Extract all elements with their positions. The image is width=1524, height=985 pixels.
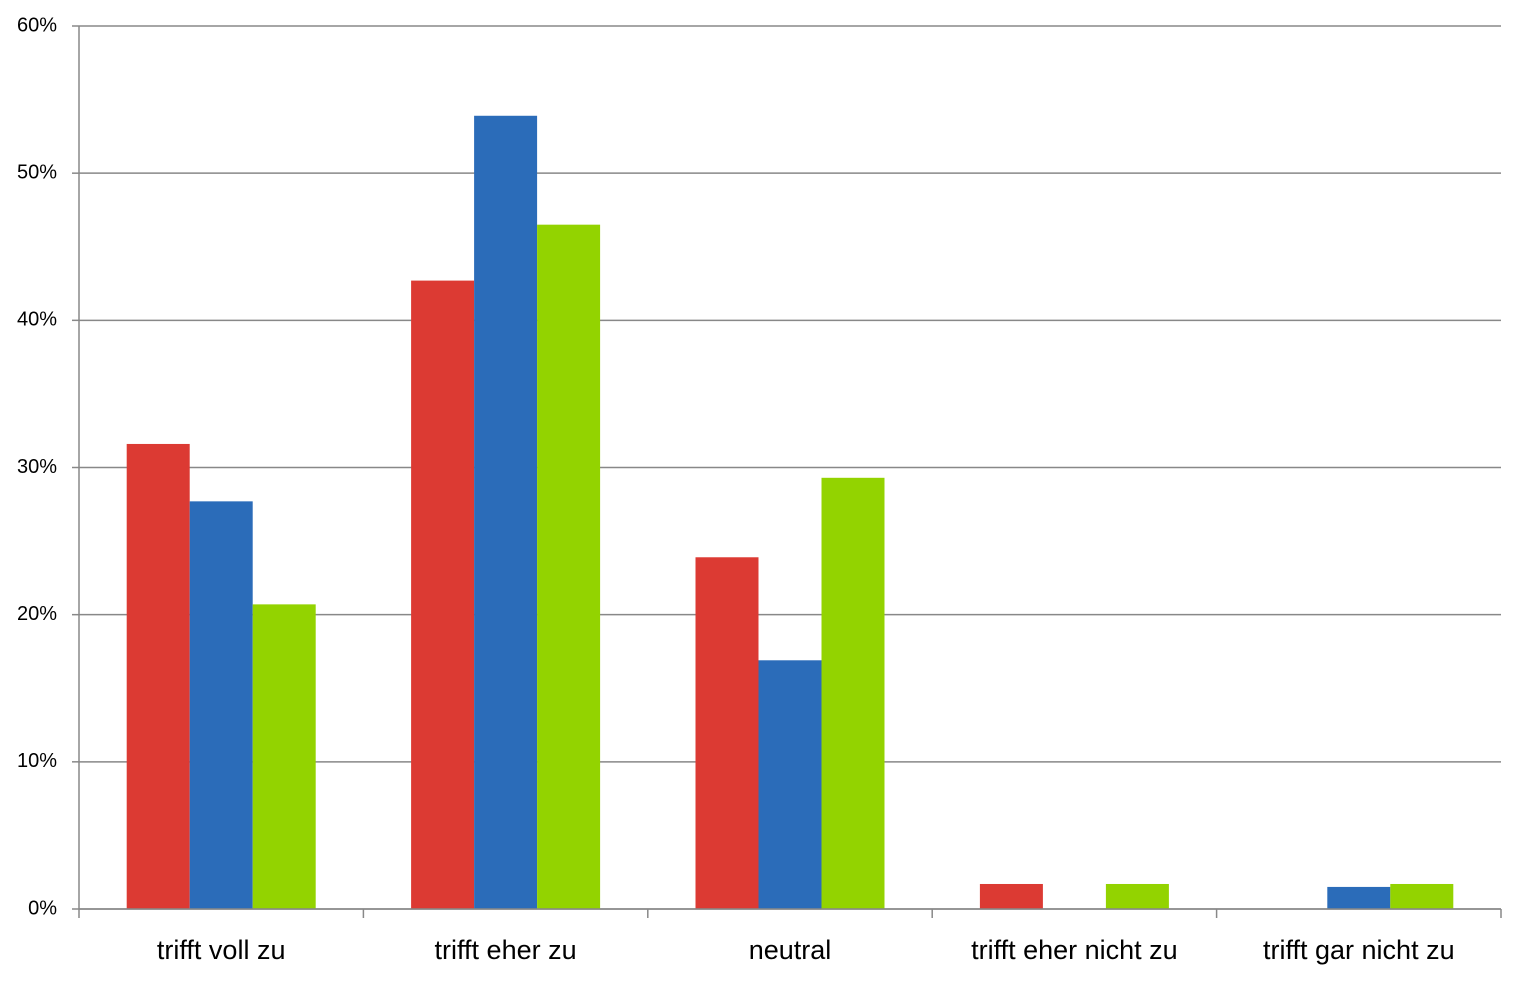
bar: [1327, 886, 1391, 909]
y-tick-label: 20%: [17, 603, 57, 625]
y-tick-label: 40%: [17, 309, 57, 331]
bar: [695, 557, 759, 909]
bar: [821, 477, 885, 909]
x-tick-label: neutral: [749, 935, 832, 965]
y-tick-label: 30%: [17, 456, 57, 478]
bar: [126, 443, 190, 909]
bar: [474, 115, 538, 909]
bar: [537, 224, 601, 910]
x-tick-label: trifft eher zu: [435, 935, 577, 965]
y-tick-label: 50%: [17, 161, 57, 183]
y-tick-label: 0%: [28, 897, 57, 919]
y-tick-label: 60%: [17, 14, 57, 36]
x-tick-label: trifft voll zu: [157, 935, 286, 965]
y-tick-label: 10%: [17, 750, 57, 772]
bar: [758, 660, 822, 909]
bar: [411, 280, 475, 909]
x-tick-label: trifft gar nicht zu: [1263, 935, 1455, 965]
x-tick-label: trifft eher nicht zu: [971, 935, 1178, 965]
bar: [189, 501, 253, 909]
bar: [1105, 883, 1169, 909]
bar: [252, 604, 316, 909]
bar: [1390, 883, 1454, 909]
bar: [979, 883, 1043, 909]
